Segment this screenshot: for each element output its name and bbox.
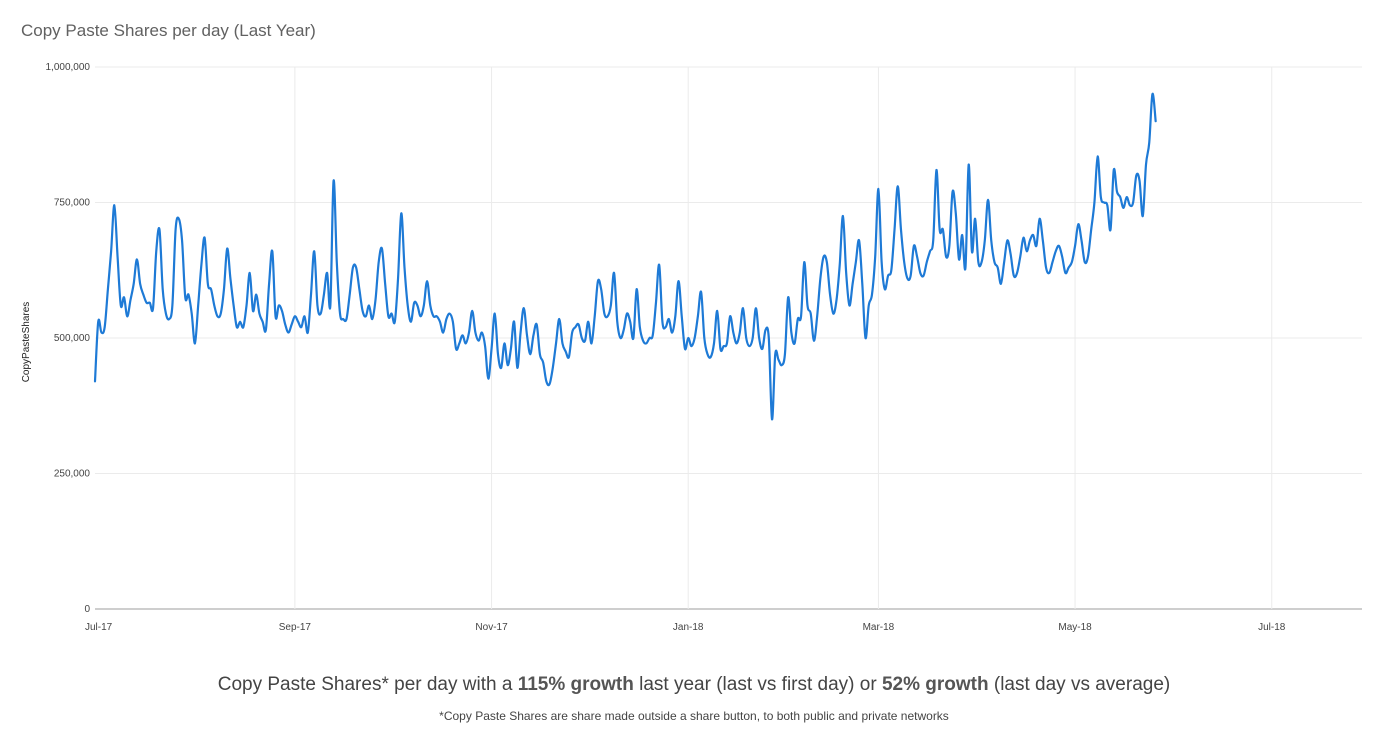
x-tick-label: Jul-18 <box>1258 622 1286 633</box>
y-tick-label: 250,000 <box>54 469 91 480</box>
y-tick-label: 0 <box>84 604 90 615</box>
line-chart: 0 250,000 500,000 750,000 1,000,000 Jul-17 Se… <box>21 62 1362 633</box>
x-tick-label: Jul-17 <box>85 622 113 633</box>
y-tick-label: 1,000,000 <box>46 62 91 73</box>
x-tick-label: Sep-17 <box>279 622 312 633</box>
x-tick-label: Nov-17 <box>475 622 508 633</box>
y-axis-title: CopyPasteShares <box>21 302 32 383</box>
caption-growth-average: 52% growth <box>881 674 989 695</box>
gridlines <box>95 66 1362 610</box>
caption-text-start: Copy Paste Shares* per day with a <box>217 674 518 695</box>
series-line <box>93 92 1157 421</box>
y-axis-ticks: 0 250,000 500,000 750,000 1,000,000 <box>46 62 91 615</box>
x-axis-ticks: Jul-17 Sep-17 Nov-17 Jan-18 Mar-18 May-18 Jul-… <box>85 622 1286 633</box>
x-tick-label: Mar-18 <box>863 622 895 633</box>
chart-caption: Copy Paste Shares* per day with a 115% g… <box>0 674 1388 696</box>
caption-growth-yearly: 115% growth <box>517 674 634 695</box>
y-tick-label: 750,000 <box>54 198 91 209</box>
x-tick-label: May-18 <box>1058 622 1092 633</box>
y-tick-label: 500,000 <box>54 333 91 344</box>
chart-title: Copy Paste Shares per day (Last Year) <box>21 21 316 40</box>
footnote: *Copy Paste Shares are share made outsid… <box>439 709 949 723</box>
x-tick-label: Jan-18 <box>673 622 704 633</box>
caption-text-middle: last year (last vs first day) or <box>633 674 882 695</box>
caption-text-end: (last day vs average) <box>988 674 1171 695</box>
